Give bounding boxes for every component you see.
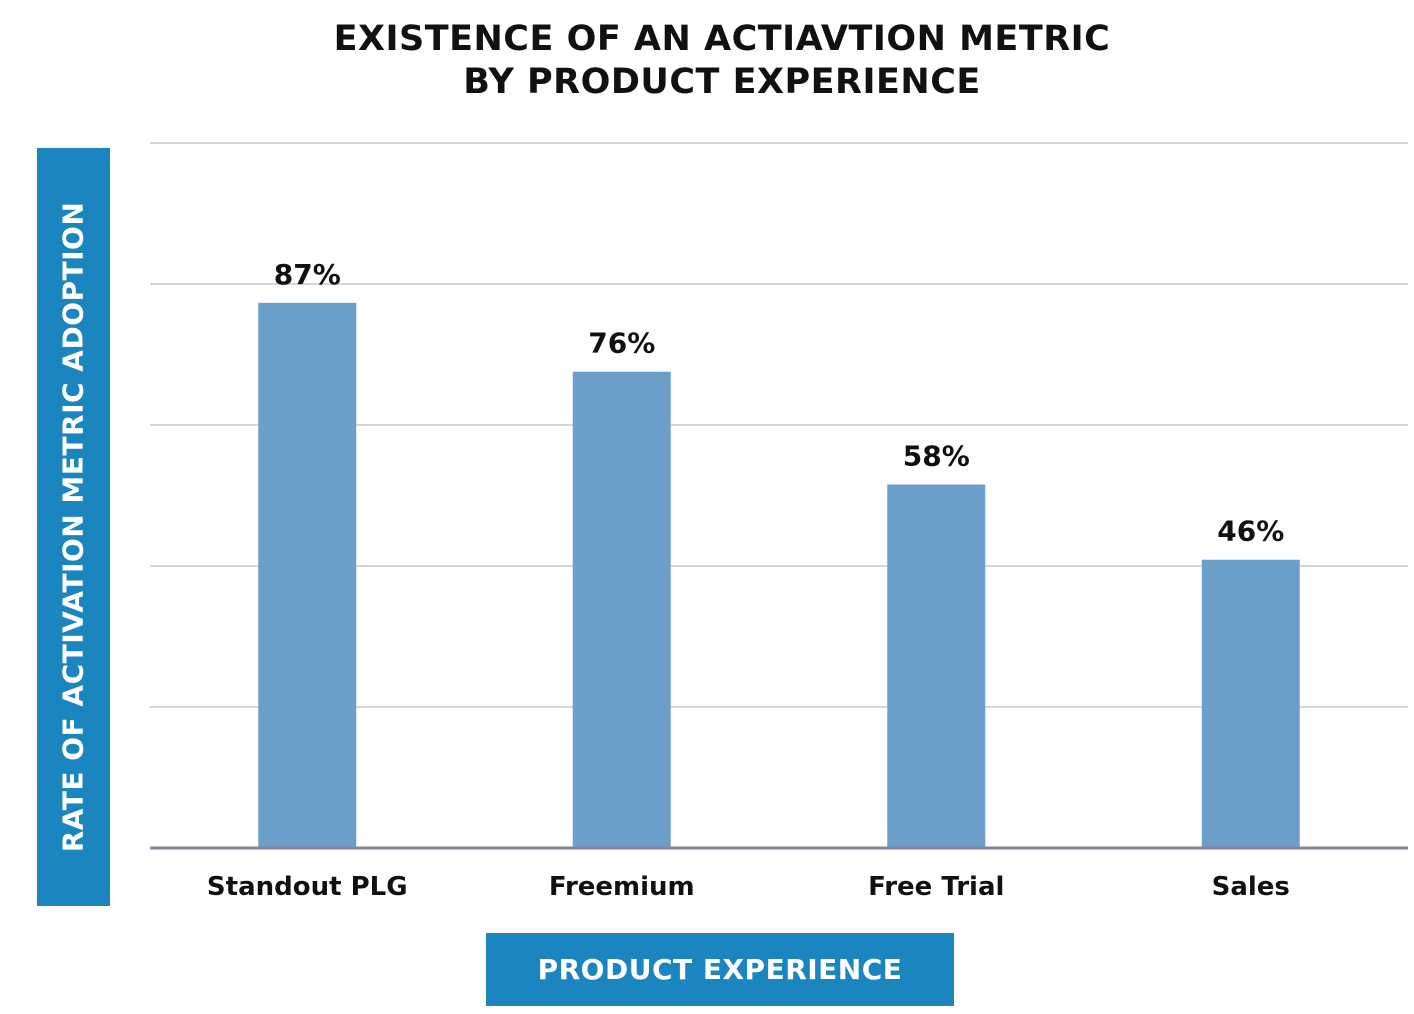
bar-standout-plg <box>258 302 357 848</box>
bar-sales <box>1201 559 1300 848</box>
bar-value-label: 76% <box>588 327 655 360</box>
x-axis-label: PRODUCT EXPERIENCE <box>537 953 903 986</box>
category-label: Free Trial <box>868 872 1004 902</box>
category-labels: Standout PLG Freemium Free Trial Sales <box>207 872 1290 902</box>
bar-value-label: 58% <box>903 440 970 473</box>
chart-title-line-1: EXISTENCE OF AN ACTIAVTION METRIC <box>333 19 1111 59</box>
y-axis-label-box <box>37 148 110 906</box>
chart-title: EXISTENCE OF AN ACTIAVTION METRIC BY PRO… <box>0 18 1414 104</box>
category-label: Freemium <box>549 872 695 902</box>
value-labels: 87% 76% 58% 46% <box>274 258 1285 548</box>
bar-value-label: 46% <box>1217 515 1284 548</box>
chart-title-line-2: BY PRODUCT EXPERIENCE <box>463 62 981 102</box>
x-axis-label-box: PRODUCT EXPERIENCE <box>486 933 954 1006</box>
category-label: Standout PLG <box>207 872 408 902</box>
bar-value-label: 87% <box>274 258 341 291</box>
category-label: Sales <box>1212 872 1290 902</box>
gridlines <box>150 142 1408 708</box>
bar-freemium <box>572 371 671 848</box>
bars <box>258 302 1300 848</box>
bar-free-trial <box>887 484 986 848</box>
